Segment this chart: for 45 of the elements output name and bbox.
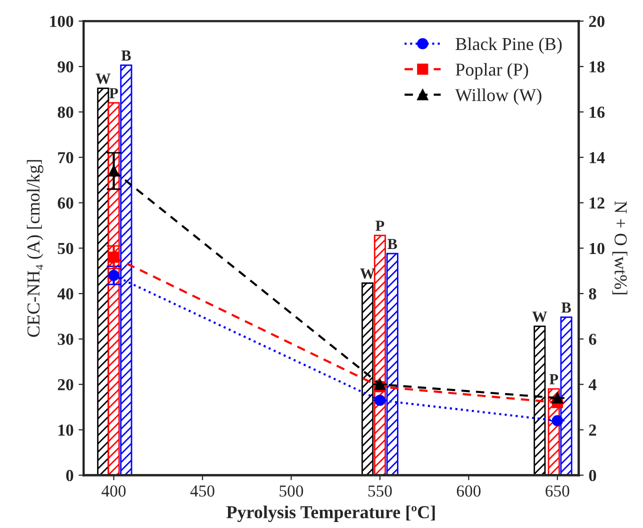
x-tick-label: 500 <box>280 485 304 497</box>
y-tick-label: 40 <box>57 288 74 300</box>
annotation: W <box>96 74 111 84</box>
y2-tick-label: 16 <box>590 106 605 118</box>
y2-axis-title: N + O [wt%] <box>612 201 628 294</box>
x-tick-label: 450 <box>190 485 214 497</box>
x-tick-label: 650 <box>546 485 570 497</box>
annotation: B <box>388 238 398 250</box>
y-tick-label: 90 <box>58 61 74 72</box>
bar <box>374 234 386 476</box>
y2-tick-label: 10 <box>590 242 604 254</box>
y2-tick-label: 0 <box>589 470 596 482</box>
y-tick-label: 30 <box>58 334 74 345</box>
annotation: P <box>109 88 118 98</box>
y2-tick-label: 20 <box>589 16 604 28</box>
annotation: P <box>376 220 384 231</box>
y2-tick-label: 4 <box>588 379 596 390</box>
y2-tick-label: 2 <box>589 424 596 436</box>
annotation: P <box>549 374 558 384</box>
y2-tick-label: 18 <box>590 61 605 72</box>
y-tick-label: 60 <box>58 197 74 209</box>
y2-tick-label: 6 <box>588 334 596 345</box>
point <box>374 378 386 390</box>
legend-label: Willow (W) <box>455 88 542 105</box>
y2-tick-label: 12 <box>590 198 604 209</box>
x-tick-label: 400 <box>102 485 126 497</box>
y-tick-label: 80 <box>58 106 74 118</box>
y-tick-label: 100 <box>50 16 74 28</box>
x-axis-title: Pyrolysis Temperature [ºC] <box>226 506 435 522</box>
annotation: B <box>561 302 571 313</box>
y2-tick-label: 8 <box>588 288 596 300</box>
y-tick-label: 70 <box>58 152 74 164</box>
legend-label: Black Pine (B) <box>456 37 562 54</box>
annotation: B <box>121 50 131 61</box>
legend-label: Poplar (P) <box>456 62 528 80</box>
y-tick-label: 0 <box>66 470 74 482</box>
y-axis-title: CEC-NH₄ (A) [cmol/kg] <box>26 160 44 337</box>
x-tick-label: 600 <box>456 485 481 497</box>
y-tick-label: 50 <box>58 242 74 254</box>
point <box>552 392 563 404</box>
y-tick-label: 20 <box>58 379 74 390</box>
y-tick-label: 10 <box>58 424 74 436</box>
y2-tick-label: 14 <box>590 152 605 164</box>
annotation: W <box>532 312 548 322</box>
x-tick-label: 550 <box>368 485 392 497</box>
